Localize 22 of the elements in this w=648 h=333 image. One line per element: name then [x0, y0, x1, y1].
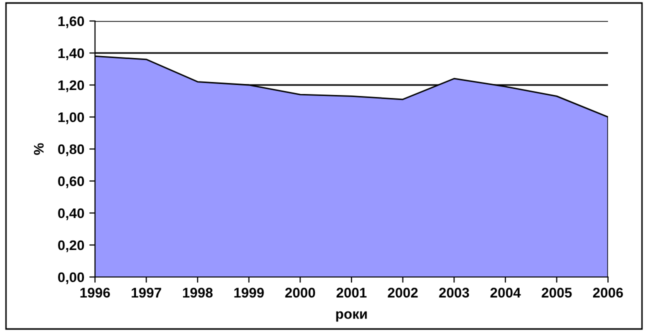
x-tick-label: 2000: [285, 288, 316, 298]
y-tick-label: 1,00: [58, 112, 84, 124]
x-tick-label: 1997: [132, 288, 162, 298]
y-tick-label: 0,60: [58, 176, 84, 188]
x-tick-label: 2006: [593, 288, 623, 298]
x-tick-label: 2003: [439, 288, 470, 298]
x-tick-label: 1998: [183, 288, 213, 298]
x-tick-label: 2002: [388, 288, 418, 298]
x-tick-label: 1996: [80, 288, 110, 298]
y-tick-label: 1,60: [58, 16, 84, 28]
y-tick-label: 1,20: [58, 80, 84, 92]
y-tick-label: 1,40: [58, 48, 84, 60]
x-tick-label: 2004: [490, 288, 521, 298]
x-tick-label: 2005: [542, 288, 572, 298]
x-tick-label: 1999: [234, 288, 264, 298]
y-tick-label: 0,80: [58, 144, 84, 156]
y-axis-title: %: [34, 143, 44, 155]
y-tick-label: 0,40: [58, 208, 84, 220]
y-tick-label: 0,00: [58, 272, 84, 284]
x-axis-title: роки: [336, 311, 367, 322]
x-tick-label: 2001: [336, 288, 367, 298]
y-tick-label: 0,20: [58, 240, 84, 252]
